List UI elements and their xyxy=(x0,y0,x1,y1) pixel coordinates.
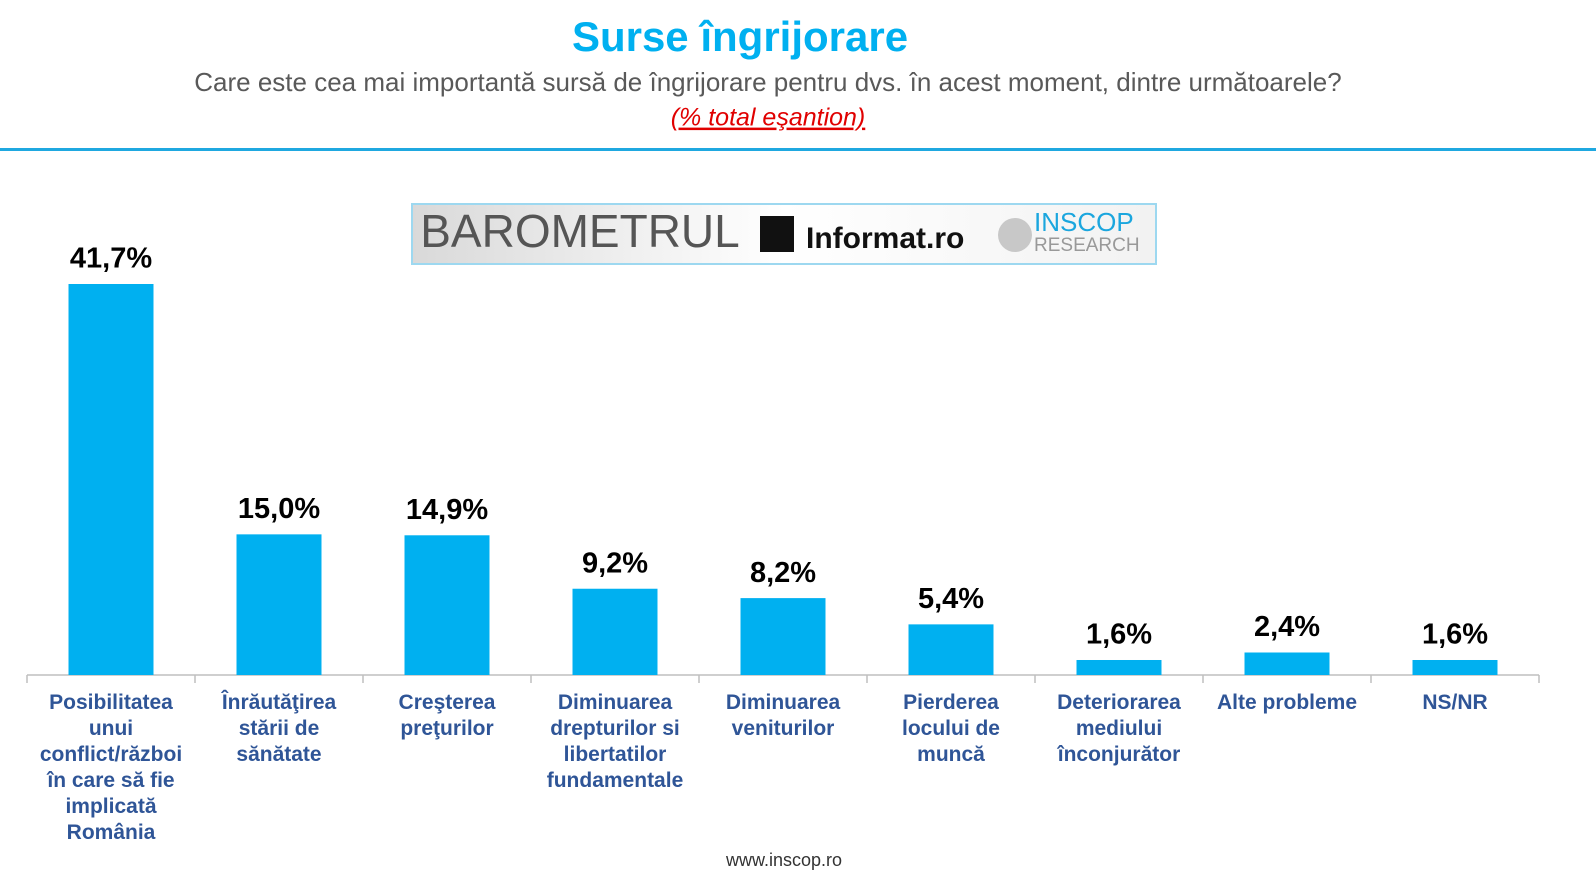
footer: www.inscop.ro xyxy=(725,850,842,870)
bar xyxy=(572,588,658,675)
x-tick-label: Creşterea preţurilor xyxy=(398,691,496,740)
bar xyxy=(740,598,826,675)
value-label: 1,6% xyxy=(1422,619,1488,651)
x-tick-label: Deteriorarea mediului înconjurător xyxy=(1057,691,1181,766)
header-rule xyxy=(0,148,1596,151)
x-tick-label: Posibilitatea unui conflict/război în ca… xyxy=(39,691,183,844)
x-tick-label: Diminuarea veniturilor xyxy=(725,691,841,740)
banner-barometer: BAROMETRUL xyxy=(420,205,739,257)
bar xyxy=(908,624,994,675)
banner-brand-sub: RESEARCH xyxy=(1034,235,1140,256)
partner-icon xyxy=(760,216,794,252)
x-tick-label: Înrăutăţirea stării de sănătate xyxy=(221,691,337,766)
x-tick-label: Diminuarea drepturilor si libertatilor f… xyxy=(546,691,684,792)
x-tick-label: NS/NR xyxy=(1422,691,1488,714)
value-label: 8,2% xyxy=(750,557,816,589)
note: (% total eşantion) xyxy=(671,104,866,132)
value-label: 15,0% xyxy=(238,493,320,525)
subtitle: Care este cea mai importantă sursă de în… xyxy=(194,67,1341,97)
x-tick-label: Pierderea locului de muncă xyxy=(901,691,1000,766)
bar xyxy=(68,284,154,675)
x-tick-label: Alte probleme xyxy=(1216,691,1358,714)
bar xyxy=(1076,659,1162,675)
bar xyxy=(236,534,322,675)
banner-brand: INSCOP xyxy=(1034,207,1134,237)
value-label: 41,7% xyxy=(70,243,152,275)
value-label: 5,4% xyxy=(918,583,984,615)
bar xyxy=(1244,652,1330,675)
chart-title: Surse îngrijorare xyxy=(572,13,908,60)
brand-icon xyxy=(998,218,1032,252)
value-label: 2,4% xyxy=(1254,611,1320,643)
banner-partner: Informat.ro xyxy=(806,222,964,255)
bar xyxy=(1412,659,1498,675)
value-label: 9,2% xyxy=(582,547,648,579)
value-label: 14,9% xyxy=(406,494,488,526)
bar xyxy=(404,535,490,675)
value-label: 1,6% xyxy=(1086,619,1152,651)
